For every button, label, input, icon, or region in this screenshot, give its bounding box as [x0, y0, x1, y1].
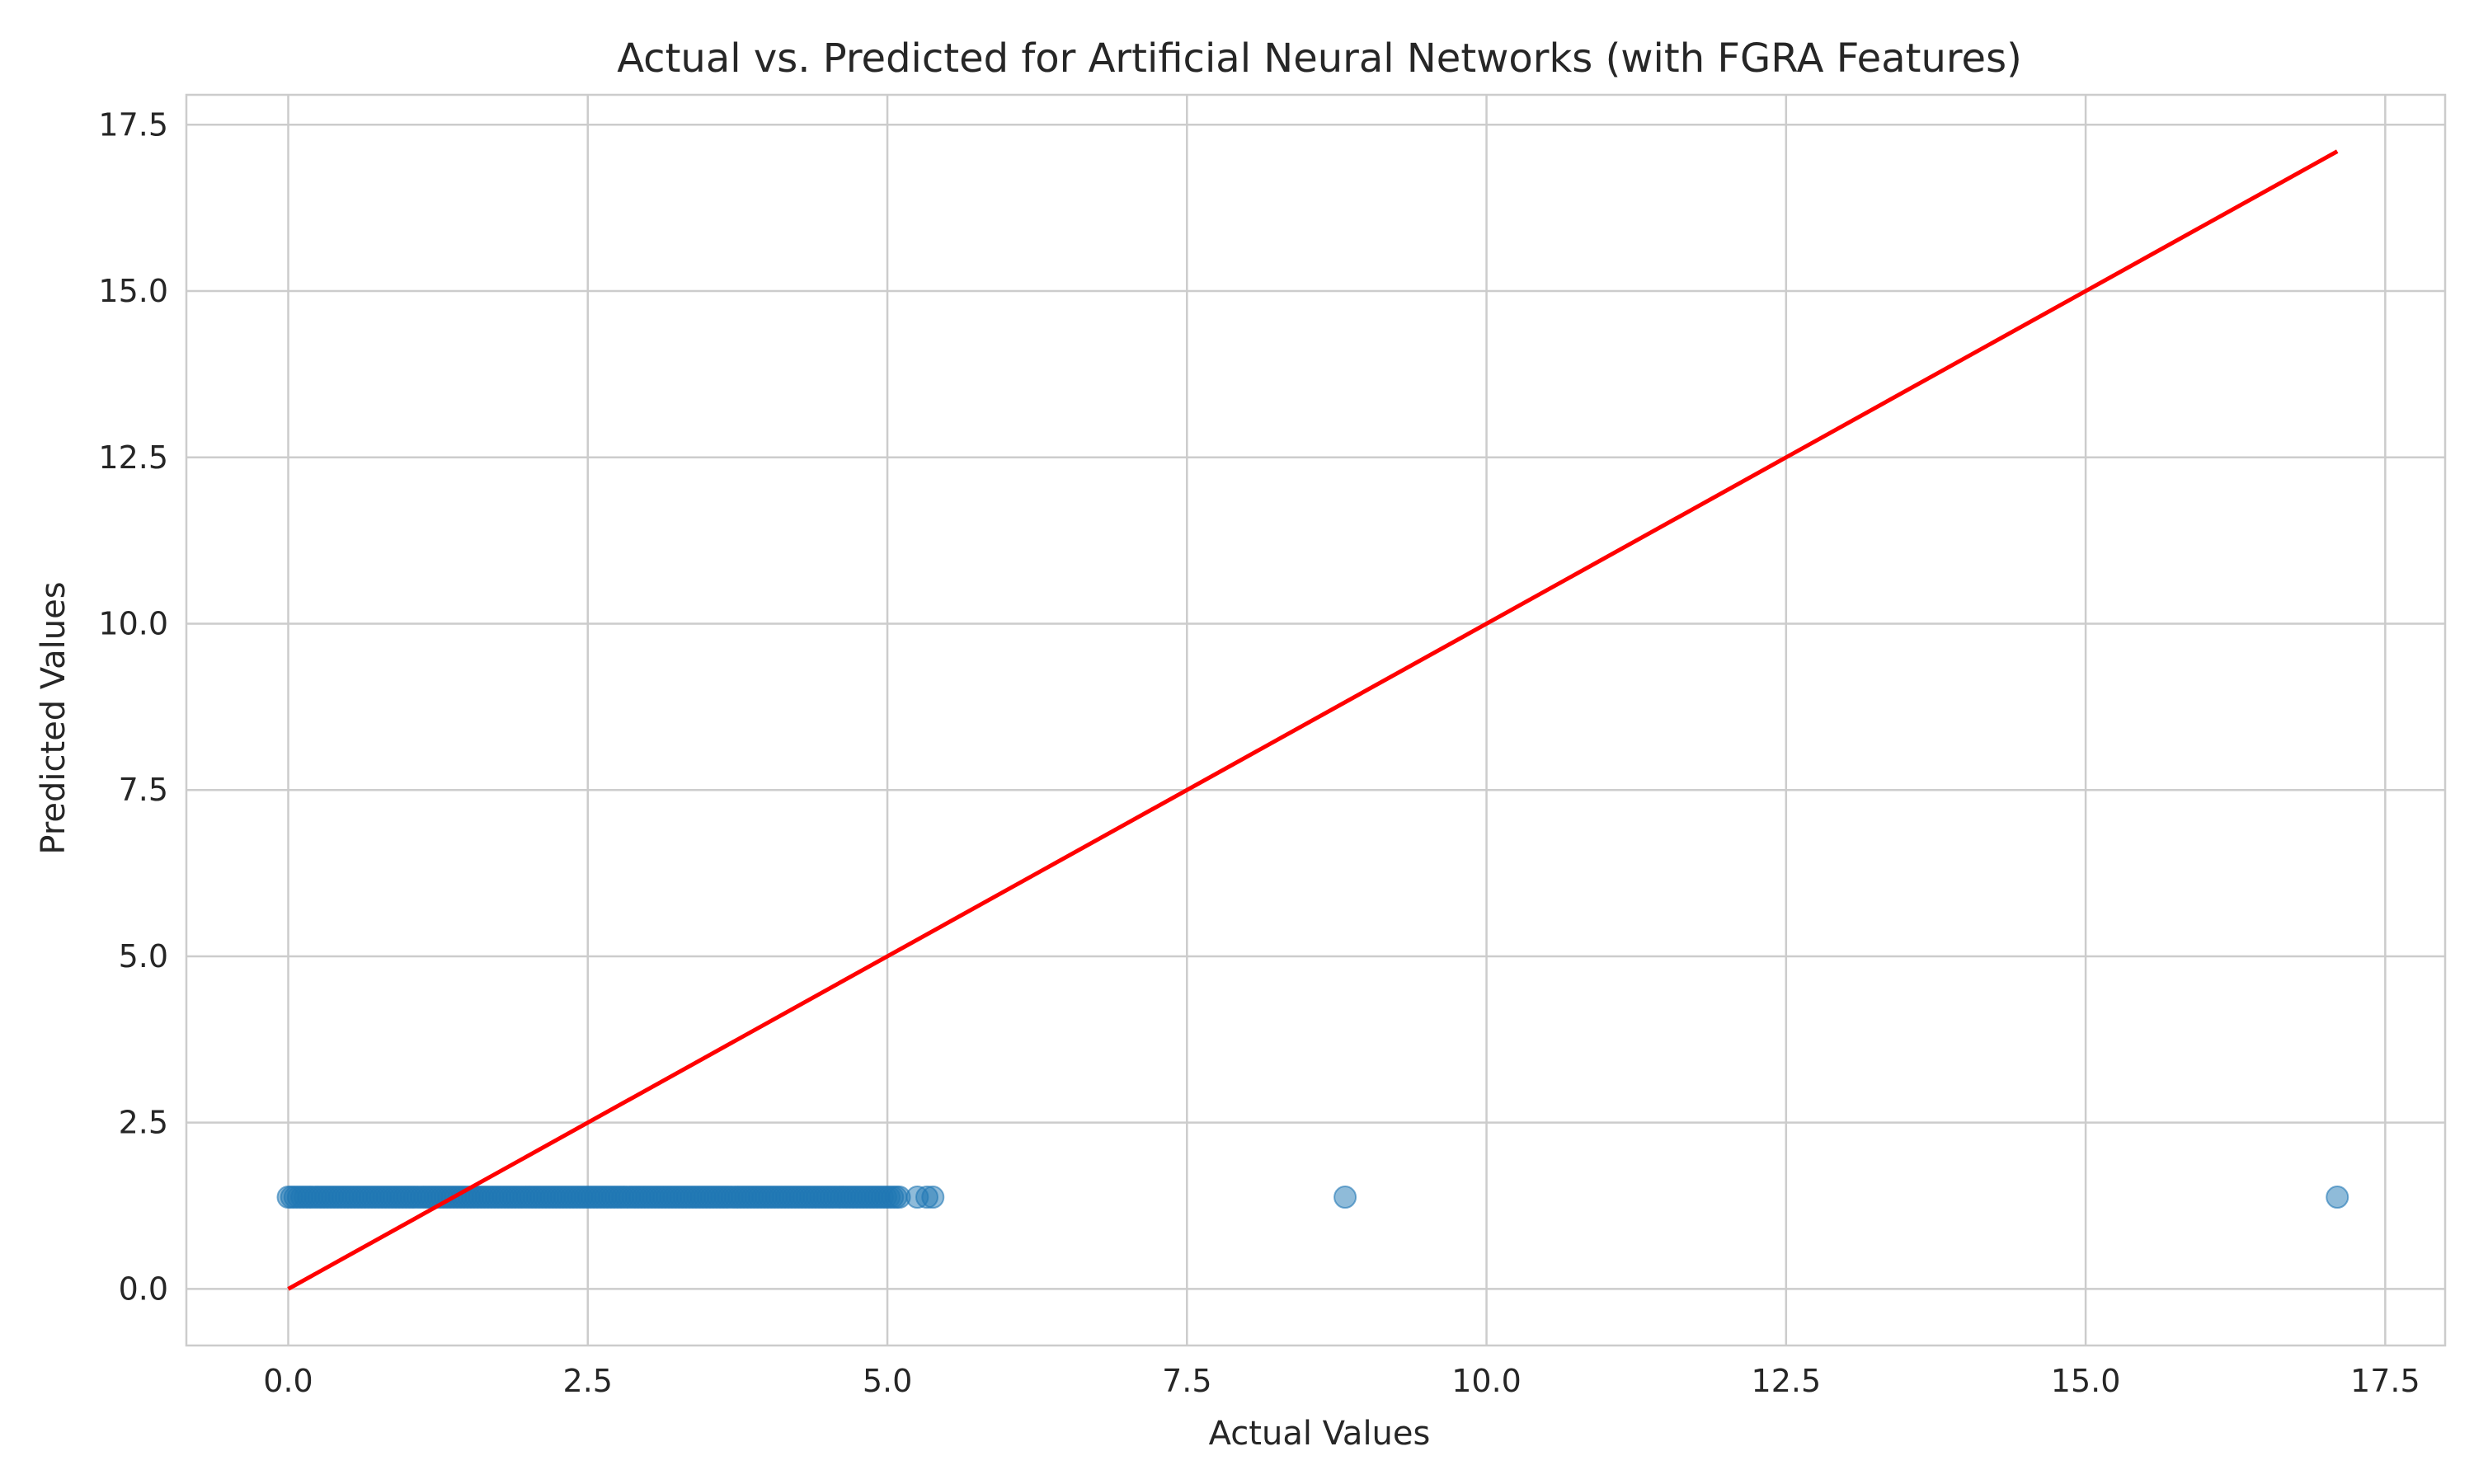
scatter-point — [1333, 1186, 1357, 1209]
y-tick-label: 12.5 — [98, 439, 168, 476]
x-tick-label: 7.5 — [1162, 1363, 1211, 1399]
x-tick-label: 0.0 — [263, 1363, 313, 1399]
x-tick-labels: 0.0 2.5 5.0 7.5 10.0 12.5 15.0 17.5 — [263, 1363, 2420, 1399]
x-axis-title: Actual Values — [1209, 1415, 1431, 1453]
chart-title: Actual vs. Predicted for Artificial Neur… — [617, 35, 2022, 82]
y-tick-label: 2.5 — [119, 1105, 168, 1141]
scatter-point — [921, 1186, 945, 1209]
scatter-points — [276, 1186, 2349, 1209]
x-tick-label: 10.0 — [1451, 1363, 1522, 1399]
x-tick-label: 17.5 — [2350, 1363, 2420, 1399]
y-tick-labels: 0.0 2.5 5.0 7.5 10.0 12.5 15.0 17.5 — [98, 106, 168, 1307]
y-tick-label: 5.0 — [119, 938, 168, 974]
x-tick-label: 5.0 — [863, 1363, 912, 1399]
plot-area-frame — [185, 93, 2447, 1347]
x-tick-label: 15.0 — [2051, 1363, 2121, 1399]
y-tick-label: 10.0 — [98, 605, 168, 641]
y-axis-title: Predicted Values — [35, 581, 73, 854]
y-tick-label: 15.0 — [98, 273, 168, 309]
y-tick-label: 0.0 — [119, 1270, 168, 1307]
x-tick-label: 2.5 — [563, 1363, 613, 1399]
x-tick-label: 12.5 — [1752, 1363, 1822, 1399]
y-tick-label: 7.5 — [119, 772, 168, 808]
reference-line-layer — [287, 149, 2339, 1291]
reference-line — [287, 149, 2339, 1291]
grid — [186, 95, 2445, 1345]
scatter-point — [2326, 1186, 2349, 1209]
y-tick-label: 17.5 — [98, 106, 168, 143]
